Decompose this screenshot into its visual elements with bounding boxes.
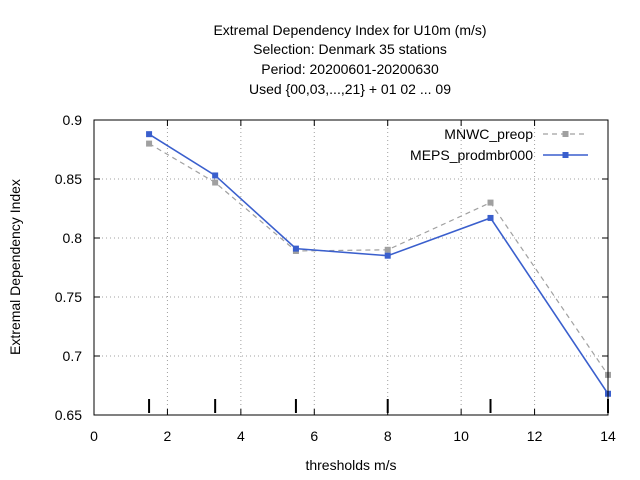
y-tick-label: 0.9	[63, 112, 83, 128]
chart-title: Extremal Dependency Index for U10m (m/s)…	[213, 22, 486, 97]
y-tick-label: 0.85	[55, 171, 82, 187]
data-point	[384, 252, 391, 259]
x-tick-label: 2	[164, 428, 172, 444]
y-tick-label: 0.8	[63, 230, 83, 246]
y-tick-label: 0.75	[55, 289, 82, 305]
legend-label: MEPS_prodmbr000	[410, 147, 533, 163]
plot-frame	[93, 119, 609, 416]
x-axis-label: thresholds m/s	[305, 457, 396, 473]
data-point	[292, 245, 299, 252]
x-tick-label: 12	[527, 428, 543, 444]
x-tick-label: 10	[453, 428, 469, 444]
legend-swatch-marker	[562, 131, 569, 137]
data-point	[487, 199, 494, 206]
data-point	[487, 214, 494, 221]
data-point	[146, 131, 153, 138]
data-point	[212, 179, 219, 186]
x-tick-label: 4	[237, 428, 245, 444]
grid	[94, 120, 608, 415]
x-tick-label: 6	[310, 428, 318, 444]
legend-label: MNWC_preop	[444, 126, 533, 142]
x-tick-label: 0	[90, 428, 98, 444]
data-point	[212, 172, 219, 179]
legend: MNWC_preop MEPS_prodmbr000	[410, 126, 588, 163]
x-axis: 0 2 4 6 8 10 12 14	[90, 120, 616, 444]
x-tick-label: 8	[384, 428, 392, 444]
title-line-1: Extremal Dependency Index for U10m (m/s)	[213, 22, 486, 38]
legend-swatch-marker	[562, 152, 569, 158]
x-tick-label: 14	[600, 428, 616, 444]
title-line-3: Period: 20200601-20200630	[261, 61, 439, 77]
threshold-markers	[148, 399, 609, 413]
y-axis: 0.65 0.7 0.75 0.8 0.85 0.9	[55, 112, 608, 423]
y-axis-label: Extremal Dependency Index	[7, 179, 23, 355]
y-tick-label: 0.65	[55, 407, 82, 423]
title-line-2: Selection: Denmark 35 stations	[253, 41, 447, 57]
series-MEPS_prodmbr000	[146, 131, 611, 397]
title-line-4: Used {00,03,...,21} + 01 02 ... 09	[249, 81, 451, 97]
y-tick-label: 0.7	[63, 348, 83, 364]
data-point	[146, 140, 153, 147]
data-point	[384, 246, 391, 253]
series-layer	[146, 131, 611, 397]
series-line	[148, 133, 609, 395]
series-line	[148, 143, 609, 376]
